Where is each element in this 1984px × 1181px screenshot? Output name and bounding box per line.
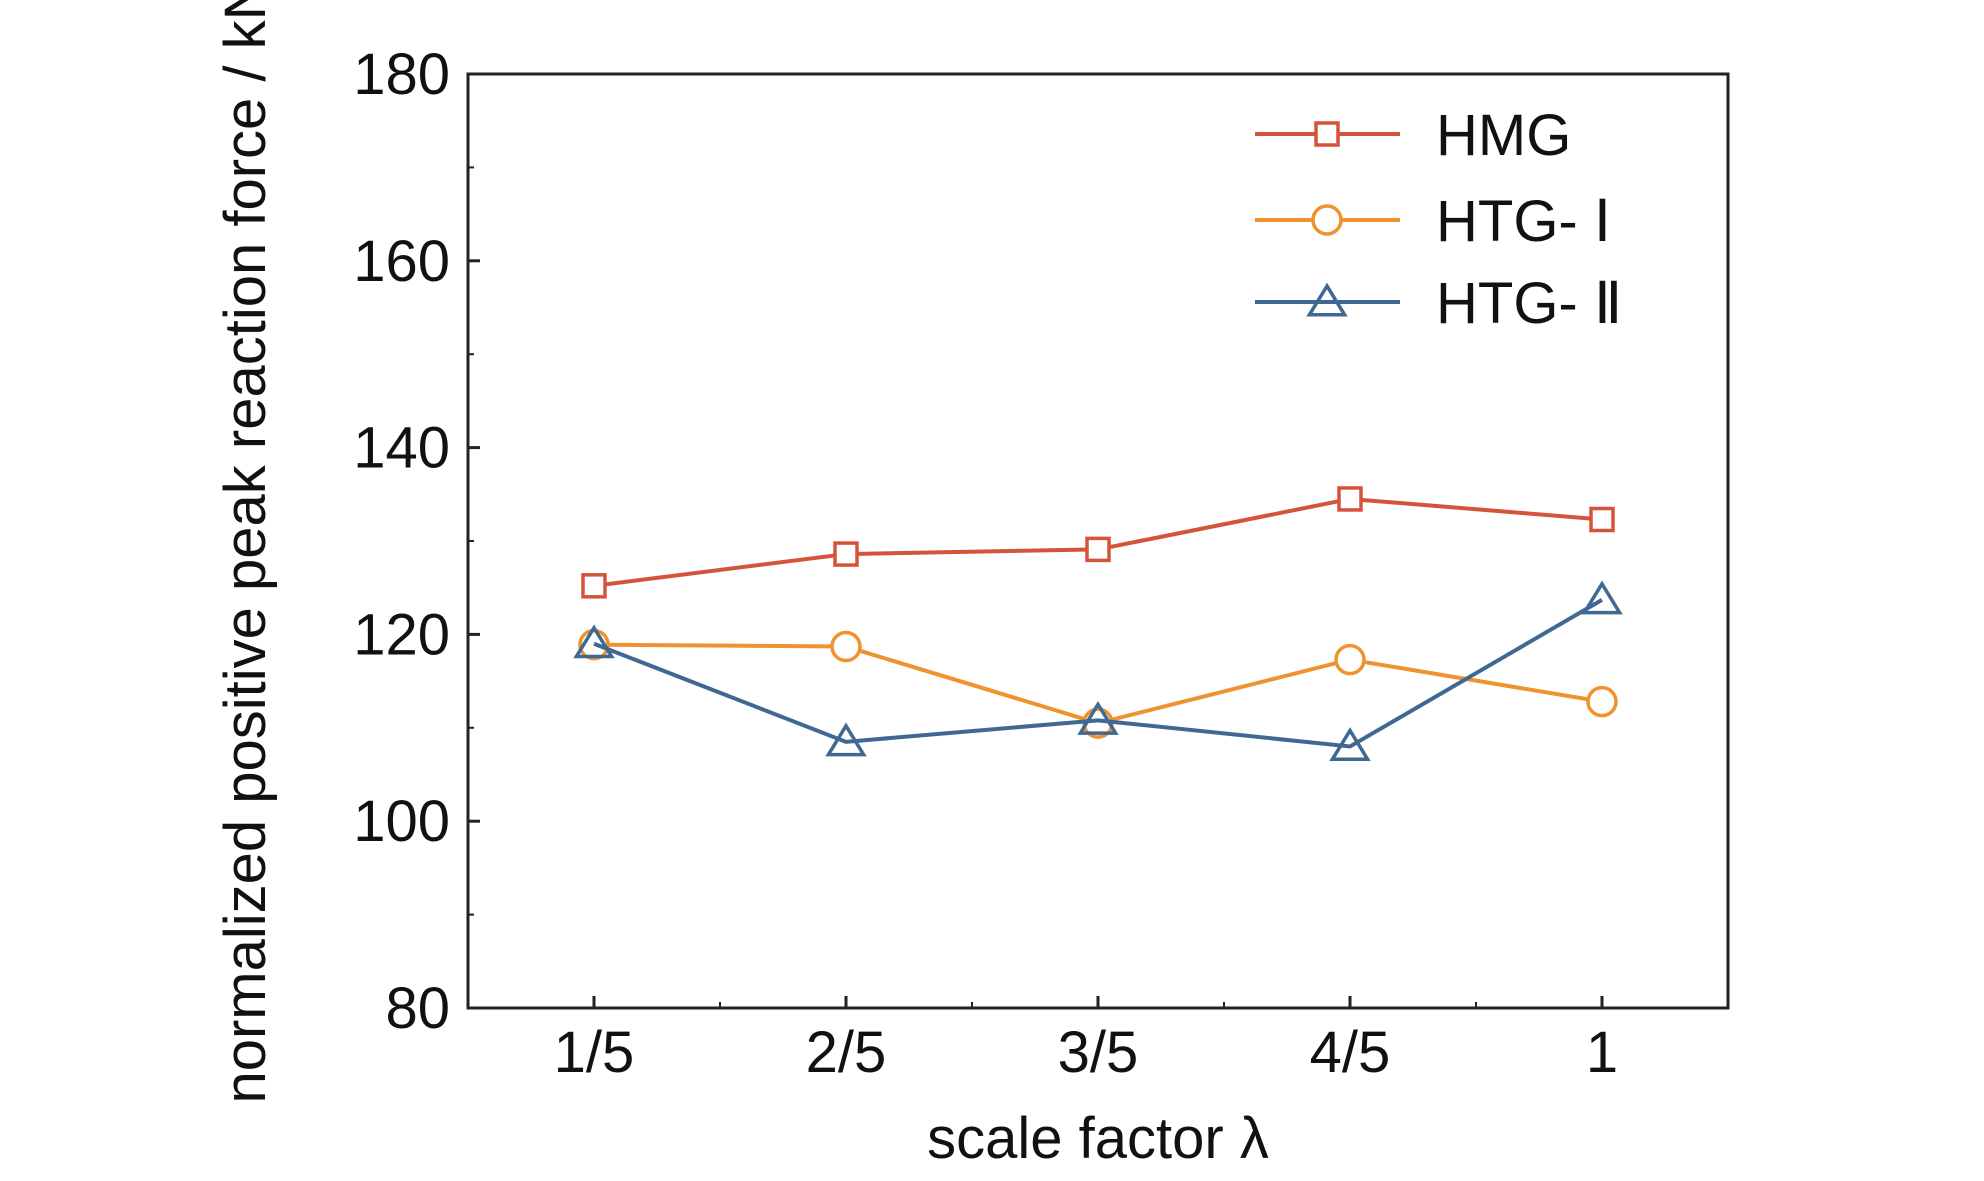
legend-label: HMG (1436, 103, 1571, 168)
data-point-square (1085, 536, 1111, 563)
legend: HMG HTG- Ⅰ HTG- Ⅱ (1255, 103, 1622, 336)
y-axis: 80 100 120 140 160 180 (353, 42, 480, 1041)
series-layer (573, 486, 1623, 762)
y-tick-label: 160 (353, 229, 450, 294)
data-point-square (833, 541, 859, 567)
data-point-triangle (1077, 700, 1119, 735)
data-point-circle (1334, 643, 1366, 676)
x-tick-label: 1 (1586, 1020, 1618, 1085)
y-tick-label: 120 (353, 602, 450, 667)
data-point-triangle (825, 722, 867, 757)
x-tick-label: 3/5 (1058, 1020, 1139, 1085)
data-point-triangle (1329, 727, 1371, 762)
series-htg (573, 580, 1623, 762)
legend-label: HTG- Ⅰ (1436, 189, 1611, 254)
legend-marker-square (1314, 121, 1340, 147)
x-tick-label: 4/5 (1310, 1020, 1391, 1085)
series-line (593, 598, 1604, 749)
data-point-triangle (1581, 580, 1623, 615)
data-point-square (1337, 486, 1363, 512)
y-tick-label: 100 (353, 789, 450, 854)
legend-marker-triangle (1306, 282, 1348, 317)
data-point-circle (1586, 685, 1618, 718)
data-point-square (1589, 506, 1615, 533)
data-point-circle (830, 630, 862, 663)
y-tick-label: 80 (385, 976, 450, 1041)
y-axis-title: normalized positive peak reaction force … (213, 0, 278, 1104)
y-tick-label: 180 (353, 42, 450, 107)
y-tick-label: 140 (353, 416, 450, 481)
data-point-triangle (573, 624, 615, 659)
legend-label: HTG- Ⅱ (1436, 271, 1622, 336)
x-axis: 1/5 2/5 3/5 4/5 1 (554, 996, 1618, 1085)
data-point-square (581, 573, 607, 599)
x-axis-title: scale factor λ (927, 1106, 1269, 1171)
x-tick-label: 2/5 (806, 1020, 887, 1085)
x-tick-label: 1/5 (554, 1020, 635, 1085)
series-hmg (581, 486, 1615, 599)
legend-marker-circle (1311, 204, 1343, 236)
